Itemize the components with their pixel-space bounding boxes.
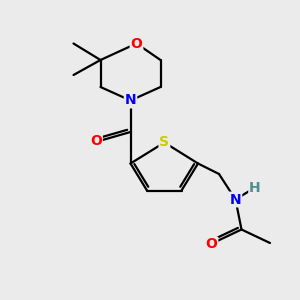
Text: N: N [125,94,136,107]
Text: H: H [249,181,261,194]
Text: S: S [159,136,170,149]
Text: O: O [206,238,218,251]
Text: O: O [130,37,142,50]
Text: O: O [90,134,102,148]
Text: N: N [230,193,241,206]
